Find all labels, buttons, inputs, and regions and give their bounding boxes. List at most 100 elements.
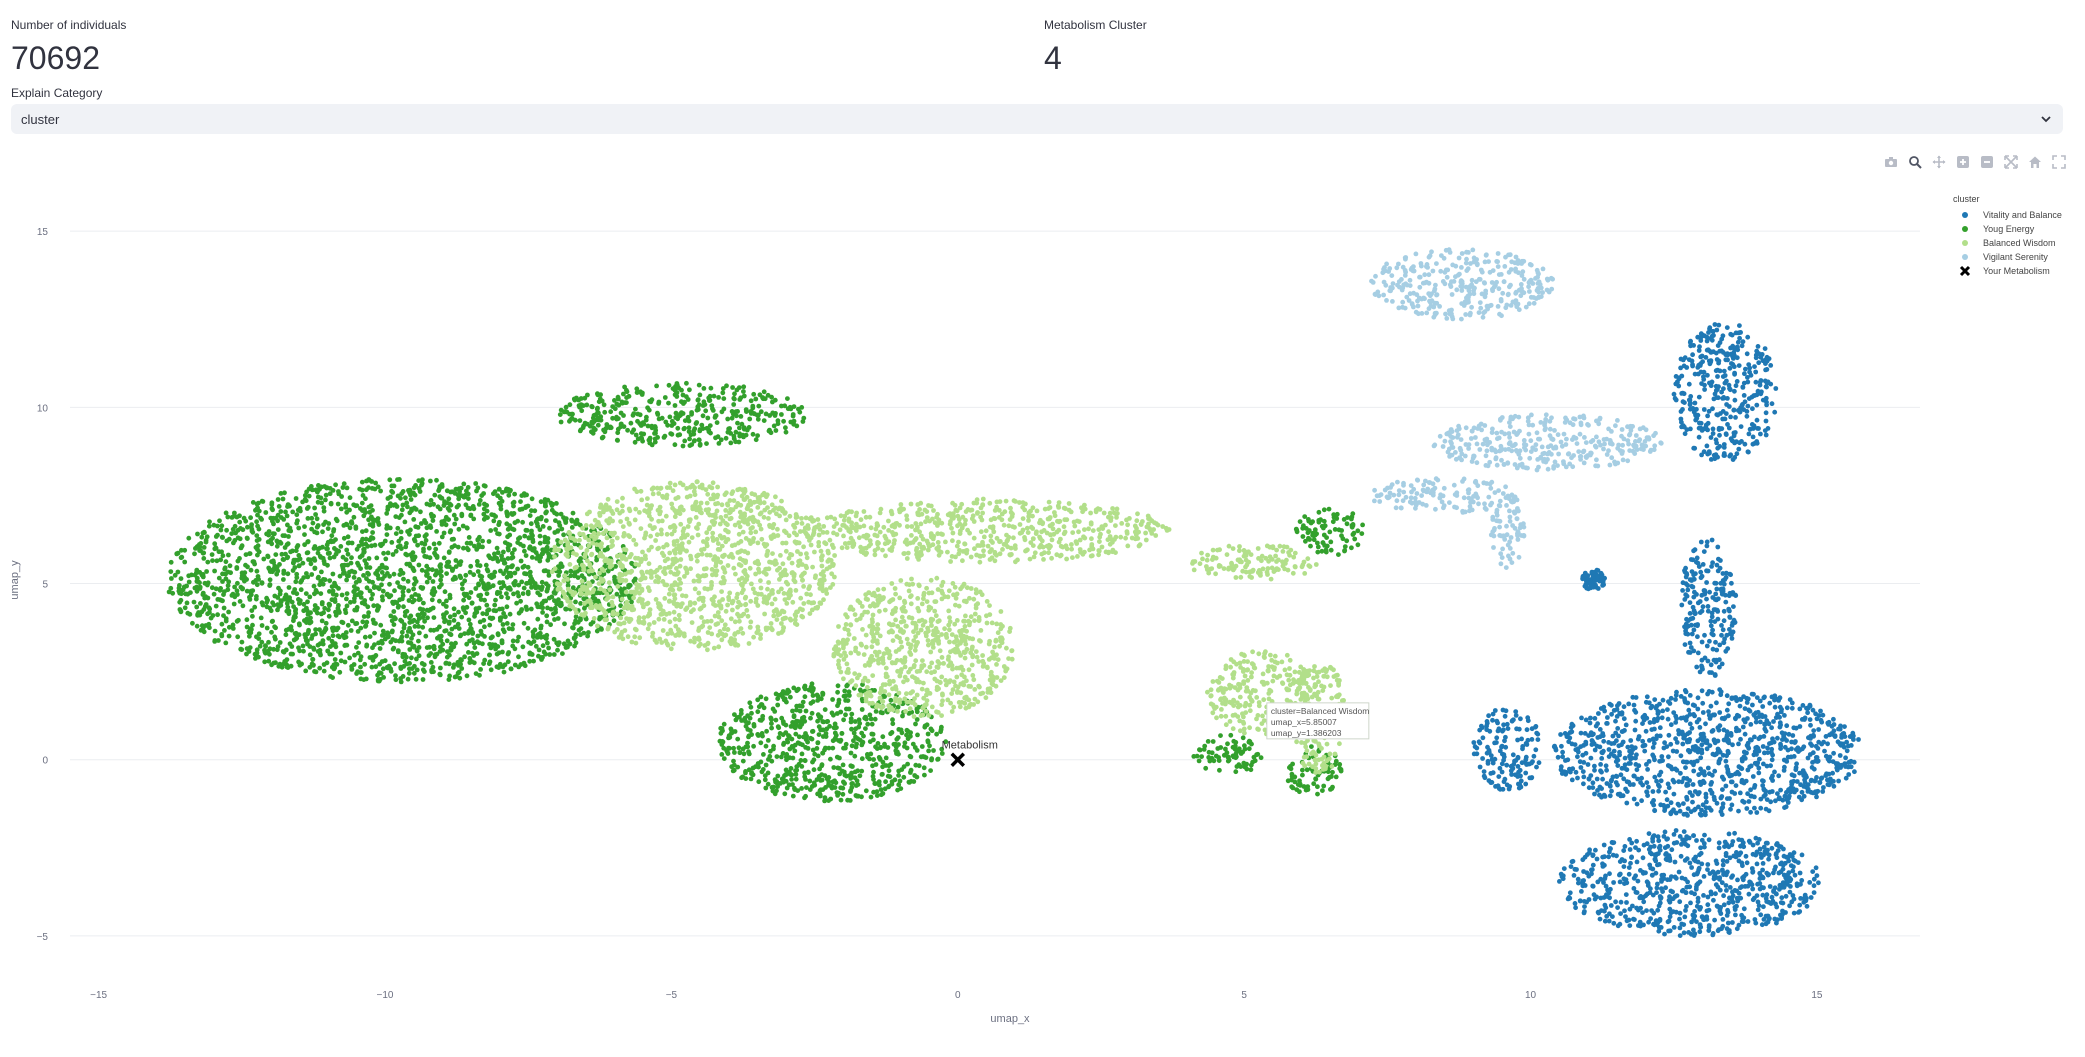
data-point xyxy=(679,387,684,393)
data-point xyxy=(477,498,483,503)
data-point xyxy=(392,661,397,667)
data-point xyxy=(220,598,225,604)
data-point xyxy=(1640,721,1645,726)
data-point xyxy=(1702,591,1708,597)
data-point xyxy=(431,513,436,519)
data-point xyxy=(313,512,318,517)
data-point xyxy=(1588,755,1594,761)
data-point xyxy=(1751,423,1757,429)
zoom-in-icon[interactable] xyxy=(1955,154,1971,170)
data-point xyxy=(1560,876,1566,882)
data-point xyxy=(1681,801,1686,806)
data-point xyxy=(342,562,347,568)
data-point xyxy=(1513,758,1519,763)
data-point xyxy=(1785,754,1791,760)
data-point xyxy=(1672,894,1678,899)
autoscale-icon[interactable] xyxy=(2003,154,2019,170)
data-point xyxy=(223,510,229,516)
data-point xyxy=(298,508,303,514)
data-point xyxy=(168,559,174,565)
data-point xyxy=(1698,748,1703,754)
zoom-icon[interactable] xyxy=(1907,154,1923,170)
data-point xyxy=(447,595,453,601)
data-point xyxy=(1607,783,1613,789)
data-point xyxy=(543,503,548,509)
home-icon[interactable] xyxy=(2027,154,2043,170)
data-point xyxy=(1836,778,1841,784)
data-point xyxy=(420,477,425,483)
data-point xyxy=(1762,346,1768,351)
data-point xyxy=(1662,931,1667,937)
data-point xyxy=(278,509,284,514)
data-point xyxy=(315,642,321,648)
data-point xyxy=(501,611,506,616)
data-point xyxy=(255,512,260,518)
fullscreen-icon[interactable] xyxy=(2051,154,2067,170)
data-point xyxy=(1698,766,1703,772)
data-point xyxy=(270,535,275,541)
data-point xyxy=(392,599,398,605)
data-point xyxy=(1696,717,1702,722)
data-point xyxy=(497,519,502,525)
data-point xyxy=(1832,734,1838,739)
data-point xyxy=(1636,847,1642,853)
data-point xyxy=(1719,426,1725,432)
pan-icon[interactable] xyxy=(1931,154,1947,170)
data-point xyxy=(1748,722,1754,727)
data-point xyxy=(1716,747,1722,753)
data-point xyxy=(319,601,325,607)
data-point xyxy=(175,569,181,575)
data-point xyxy=(511,580,517,586)
data-point xyxy=(356,577,362,582)
data-point xyxy=(1513,713,1519,718)
data-point xyxy=(1471,751,1477,757)
data-point xyxy=(1555,754,1561,760)
data-point xyxy=(1500,786,1506,792)
data-point xyxy=(1698,338,1704,343)
data-point xyxy=(341,481,347,487)
data-point xyxy=(323,519,328,525)
data-point xyxy=(555,647,560,653)
explain-category-select[interactable]: cluster xyxy=(11,104,2063,134)
data-point xyxy=(395,649,401,655)
data-point xyxy=(537,533,543,539)
data-point xyxy=(1486,749,1492,755)
data-point xyxy=(341,523,347,528)
data-point xyxy=(1702,809,1708,815)
data-point xyxy=(416,486,422,491)
data-point xyxy=(1757,870,1763,876)
data-point xyxy=(1760,892,1766,898)
data-point xyxy=(1492,756,1498,762)
data-point xyxy=(1677,916,1682,922)
data-point xyxy=(401,576,406,582)
data-point xyxy=(466,595,472,601)
data-point xyxy=(1734,850,1739,855)
data-point xyxy=(1754,744,1760,750)
data-point xyxy=(1614,774,1620,779)
data-point xyxy=(226,579,232,585)
data-point xyxy=(1752,734,1757,740)
data-point xyxy=(1805,755,1811,761)
data-point xyxy=(220,579,225,584)
data-point xyxy=(349,618,355,624)
data-point xyxy=(753,437,759,443)
data-point xyxy=(1495,720,1500,726)
data-point xyxy=(359,500,365,506)
data-point xyxy=(1766,856,1771,862)
data-point xyxy=(422,541,428,547)
data-point xyxy=(1773,386,1779,391)
data-point xyxy=(290,509,296,515)
data-point xyxy=(1592,716,1598,721)
data-point xyxy=(1730,742,1735,748)
data-point xyxy=(219,621,225,627)
data-point xyxy=(1598,762,1603,767)
data-point xyxy=(437,624,442,630)
data-point xyxy=(1682,914,1688,920)
data-point xyxy=(291,604,296,609)
data-point xyxy=(1687,721,1693,727)
camera-icon[interactable] xyxy=(1883,154,1899,170)
data-point xyxy=(1651,798,1656,803)
zoom-out-icon[interactable] xyxy=(1979,154,1995,170)
data-point xyxy=(1744,700,1750,705)
